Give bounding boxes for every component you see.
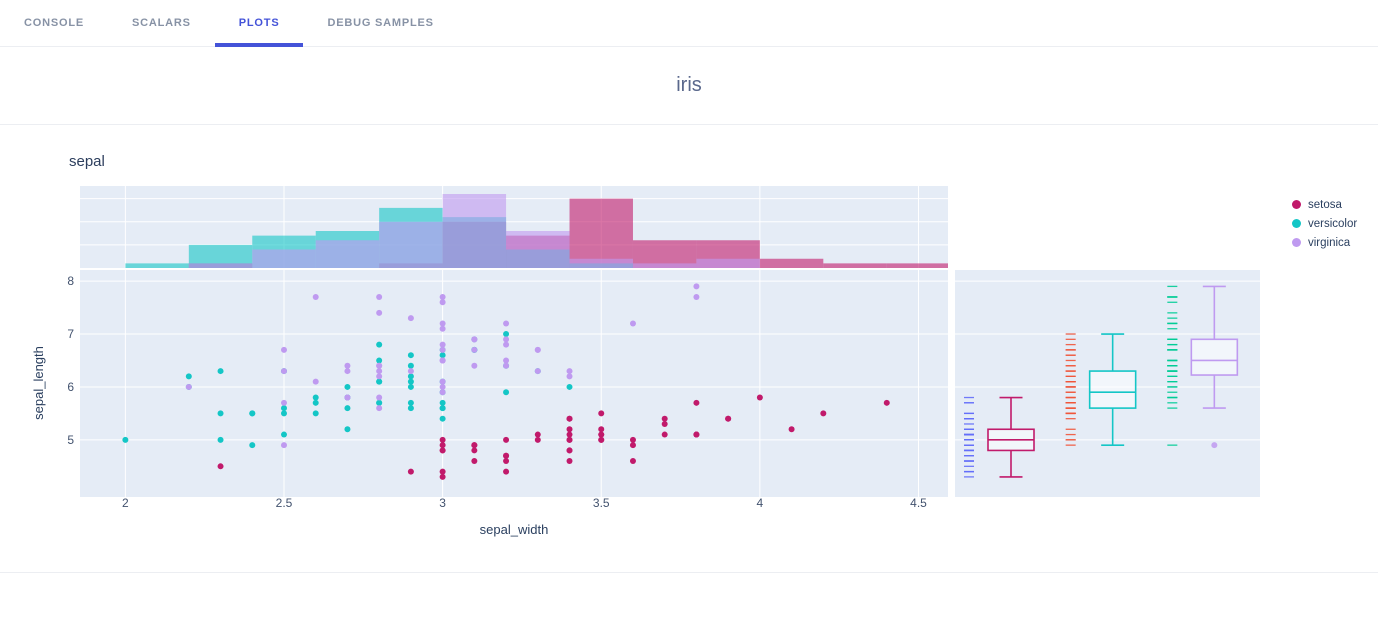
- tab-plots[interactable]: PLOTS: [214, 0, 304, 47]
- svg-text:6: 6: [67, 380, 74, 394]
- svg-text:4.5: 4.5: [910, 496, 927, 510]
- legend: setosa versicolor virginica: [1292, 195, 1357, 252]
- legend-swatch-versicolor: [1292, 219, 1301, 228]
- legend-label: virginica: [1308, 236, 1351, 249]
- legend-swatch-virginica: [1292, 238, 1301, 247]
- legend-item-virginica[interactable]: virginica: [1292, 233, 1357, 252]
- app-root: CONSOLE SCALARS PLOTS DEBUG SAMPLES iris…: [0, 0, 1378, 573]
- svg-text:5: 5: [67, 433, 74, 447]
- svg-text:sepal_width: sepal_width: [480, 522, 549, 537]
- svg-text:7: 7: [67, 327, 74, 341]
- svg-text:3: 3: [439, 496, 446, 510]
- legend-item-versicolor[interactable]: versicolor: [1292, 214, 1357, 233]
- sepal-scatter-figure[interactable]: 2 2.5 3 3.5 4 4.5 5 6 7 8 sepal_width sepal_length: [30, 145, 1370, 565]
- svg-text:2.5: 2.5: [276, 496, 293, 510]
- legend-item-setosa[interactable]: setosa: [1292, 195, 1357, 214]
- legend-label: versicolor: [1308, 217, 1358, 230]
- svg-text:2: 2: [122, 496, 129, 510]
- tab-bar: CONSOLE SCALARS PLOTS DEBUG SAMPLES: [0, 0, 1378, 47]
- svg-text:3.5: 3.5: [593, 496, 610, 510]
- legend-label: setosa: [1308, 198, 1342, 211]
- tab-console[interactable]: CONSOLE: [24, 17, 84, 29]
- plot-group-header: iris: [0, 47, 1378, 125]
- svg-text:4: 4: [757, 496, 764, 510]
- tab-debug-samples[interactable]: DEBUG SAMPLES: [327, 17, 434, 29]
- svg-text:sepal_length: sepal_length: [31, 346, 46, 420]
- plot-title: sepal: [69, 153, 105, 170]
- legend-swatch-setosa: [1292, 200, 1301, 209]
- svg-text:8: 8: [67, 274, 74, 288]
- plot-card: sepal 2 2.5 3 3.5 4 4.5 5 6 7 8 sepal_width sepal_l…: [0, 125, 1378, 573]
- page-title: iris: [676, 74, 702, 96]
- tab-scalars[interactable]: SCALARS: [132, 17, 191, 29]
